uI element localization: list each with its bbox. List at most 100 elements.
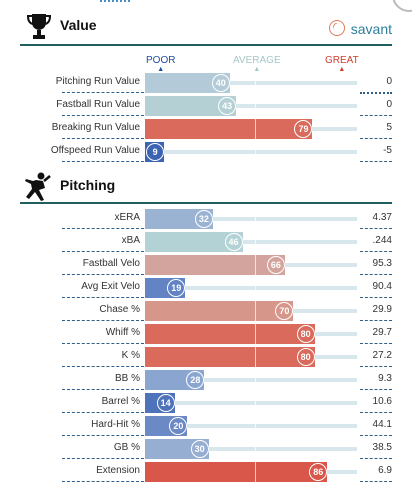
average-midline [255,96,256,116]
average-midline [255,73,256,93]
value-divider [360,92,392,94]
metric-row: GB % 30 38.5 [0,439,412,459]
baseball-icon [328,20,345,36]
value-divider [360,297,392,298]
value-divider [360,251,392,252]
percentile-badge: 46 [224,233,243,251]
metric-label: GB % [113,442,140,453]
metric-label: Fastball Velo [82,258,140,269]
average-midline [255,393,256,413]
percentile-badge: 32 [194,210,213,228]
label-dashed-divider [62,138,144,139]
value-divider [360,412,392,413]
scale-label-poor: POOR ▲ [146,55,175,73]
average-midline [255,439,256,459]
metric-label: K % [121,350,140,361]
label-dashed-divider [62,343,144,344]
metric-value: 29.9 [372,304,392,315]
percentile-bar [145,301,294,321]
label-dashed-divider [62,435,144,436]
label-dashed-divider [62,389,144,390]
pitching-section-header: Pitching [20,172,392,201]
metric-row: Chase % 70 29.9 [0,301,412,321]
metric-row: Extension 86 6.9 [0,462,412,482]
savant-brand: savant [328,20,392,37]
percentile-badge: 19 [167,279,186,297]
percentile-track [145,401,357,405]
metric-label: Fastball Run Value [56,99,140,110]
metric-row: Fastball Velo 66 95.3 [0,255,412,275]
metric-row: Offspeed Run Value 9 -5 [0,142,412,162]
percentile-badge: 40 [211,74,230,92]
scale-average-marker-icon: ▲ [253,66,261,73]
metric-value: 0 [386,99,392,110]
average-midline [255,142,256,162]
percentile-track [145,81,357,85]
percentile-track [145,286,357,290]
label-dashed-divider [62,366,144,367]
average-midline [255,462,256,482]
percentile-bar [145,324,315,344]
percentile-badge: 43 [218,97,237,115]
percentile-bar [145,347,315,367]
percentile-track [145,104,357,108]
label-dashed-divider [62,228,144,229]
metric-value: 0 [386,76,392,87]
metric-value: 29.7 [372,327,392,338]
scale-poor-text: POOR [146,55,176,66]
value-divider [360,343,392,344]
scale-label-great: GREAT ▲ [325,55,359,73]
percentile-track [145,378,357,382]
value-divider [360,389,392,390]
percentile-badge: 20 [169,417,188,435]
percentile-badge: 70 [275,302,294,320]
value-divider [360,435,392,436]
value-section-title: Value [60,17,97,33]
metric-value: 5 [386,122,392,133]
value-section-header: Value [20,12,392,40]
metric-value: 27.2 [372,350,392,361]
label-dashed-divider [62,412,144,413]
percentile-track [145,240,357,244]
label-dashed-divider [62,458,144,459]
metric-value: 95.3 [372,258,392,269]
pitcher-icon [25,172,51,201]
metric-label: xBA [121,235,140,246]
metric-label: Avg Exit Velo [81,281,140,292]
value-divider [360,320,392,321]
average-midline [255,232,256,252]
trophy-icon [26,14,52,39]
percentile-track [145,217,357,221]
value-divider [360,366,392,367]
label-dashed-divider [62,161,144,162]
label-dashed-divider [62,481,144,482]
metric-value: 4.37 [372,212,392,223]
percentile-bar [145,255,285,275]
label-dashed-divider [62,92,144,93]
percentile-bar [145,232,243,252]
metric-value: 10.6 [372,396,392,407]
value-divider [360,138,392,139]
average-midline [255,370,256,390]
percentile-badge: 80 [296,348,315,366]
value-divider [360,458,392,459]
value-section-rule [20,44,392,46]
metric-value: .244 [372,235,392,246]
metric-label: Hard-Hit % [91,419,140,430]
scale-label-average: AVERAGE ▲ [233,55,281,73]
metric-row: xERA 32 4.37 [0,209,412,229]
average-midline [255,278,256,298]
percentile-badge: 30 [190,440,209,458]
metric-value: 44.1 [372,419,392,430]
metric-label: xERA [114,212,140,223]
metric-label: Barrel % [101,396,140,407]
percentile-bar [145,73,230,93]
average-midline [255,347,256,367]
percentile-track [145,424,357,428]
metric-label: Chase % [99,304,140,315]
label-dashed-divider [62,251,144,252]
average-midline [255,209,256,229]
top-dotted-divider [100,0,130,5]
label-dashed-divider [62,274,144,275]
average-midline [255,119,256,139]
